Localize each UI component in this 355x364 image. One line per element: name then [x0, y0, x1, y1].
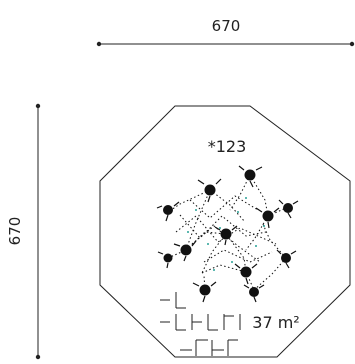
- plant-cluster: [173, 240, 197, 262]
- planting-accent-dots: [187, 197, 265, 271]
- plant-cluster: [243, 284, 265, 303]
- plant-cluster: [192, 281, 217, 303]
- plant-cluster: [156, 201, 180, 222]
- octagon-outline: [99, 105, 351, 358]
- plant-clusters: [156, 165, 299, 303]
- depth-label: 670: [6, 217, 24, 246]
- plant-cluster: [238, 165, 263, 188]
- plant-cluster: [234, 263, 258, 285]
- width-label: 670: [212, 17, 241, 35]
- plan-code-label: *123: [208, 137, 247, 156]
- width-dimension: 670: [96, 17, 355, 47]
- paving-pattern-icon: [160, 292, 241, 356]
- plant-cluster: [214, 225, 238, 246]
- plant-cluster: [255, 207, 280, 229]
- area-label: 37 m²: [252, 313, 299, 332]
- plant-cluster: [197, 178, 222, 203]
- plant-cluster: [157, 251, 173, 269]
- plant-cluster: [276, 249, 297, 269]
- plant-cluster: [278, 199, 299, 219]
- depth-dimension: 670: [6, 103, 41, 360]
